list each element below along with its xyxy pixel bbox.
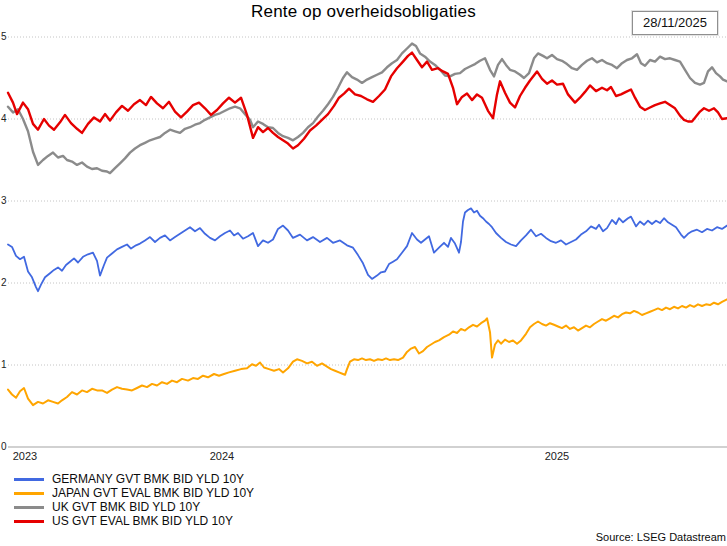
plot-area xyxy=(0,0,727,546)
legend: GERMANY GVT BMK BID YLD 10YJAPAN GVT EVA… xyxy=(14,472,254,528)
y-tick-label-4: 4 xyxy=(1,113,11,125)
x-tick-label-2024: 2024 xyxy=(202,450,242,462)
x-tick-label-2025: 2025 xyxy=(537,450,577,462)
legend-swatch-japan xyxy=(14,492,44,495)
legend-label-us: US GVT EVAL BMK BID YLD 10Y xyxy=(52,514,233,528)
legend-label-uk: UK GVT BMK BID YLD 10Y xyxy=(52,500,200,514)
source-label: Source: LSEG Datastream xyxy=(596,531,726,543)
legend-swatch-uk xyxy=(14,506,44,509)
legend-item-germany: GERMANY GVT BMK BID YLD 10Y xyxy=(14,472,254,486)
y-tick-label-5: 5 xyxy=(1,31,11,43)
series-line-japan xyxy=(8,299,727,405)
chart-canvas: Rente op overheidsobligaties 28/11/2025 … xyxy=(0,0,727,546)
y-tick-label-2: 2 xyxy=(1,277,11,289)
legend-label-germany: GERMANY GVT BMK BID YLD 10Y xyxy=(52,472,244,486)
legend-item-us: US GVT EVAL BMK BID YLD 10Y xyxy=(14,514,254,528)
series-line-germany xyxy=(8,208,727,291)
legend-item-uk: UK GVT BMK BID YLD 10Y xyxy=(14,500,254,514)
legend-swatch-us xyxy=(14,520,44,523)
legend-swatch-germany xyxy=(14,478,44,481)
x-tick-label-2023: 2023 xyxy=(5,450,45,462)
y-tick-label-1: 1 xyxy=(1,359,11,371)
legend-label-japan: JAPAN GVT EVAL BMK BID YLD 10Y xyxy=(52,486,254,500)
y-tick-label-3: 3 xyxy=(1,195,11,207)
series-line-uk xyxy=(8,44,727,174)
legend-item-japan: JAPAN GVT EVAL BMK BID YLD 10Y xyxy=(14,486,254,500)
